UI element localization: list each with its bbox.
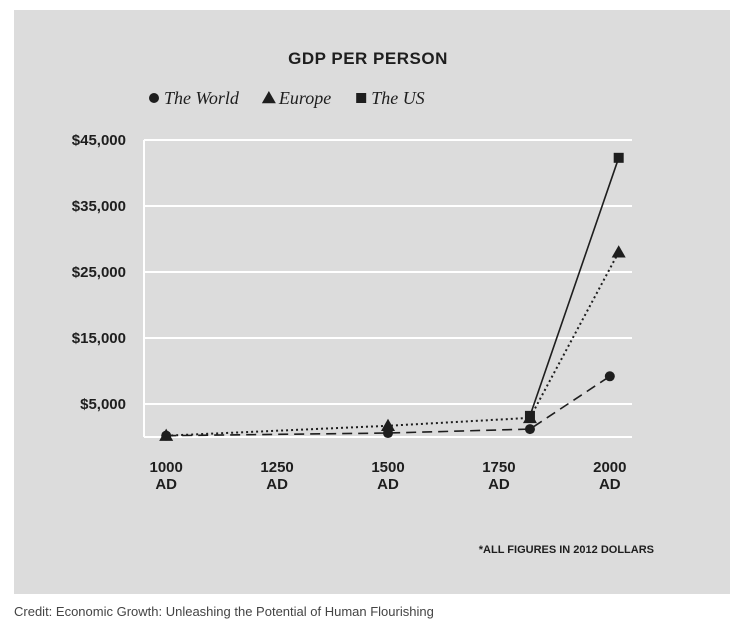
y-tick-label: $45,000 xyxy=(72,132,126,149)
series-line-the-us xyxy=(529,157,620,417)
series-group xyxy=(159,152,626,441)
data-point-europe xyxy=(381,418,395,432)
x-tick-label: 1250 xyxy=(260,459,293,476)
x-tick-label-suffix: AD xyxy=(599,476,621,493)
data-point-the-world xyxy=(524,424,535,435)
legend-label-the-us: The US xyxy=(371,88,425,108)
footnote: *ALL FIGURES IN 2012 DOLLARS xyxy=(479,544,654,556)
credit-caption: Credit: Economic Growth: Unleashing the … xyxy=(14,604,434,619)
y-tick-label: $5,000 xyxy=(80,396,126,413)
legend-label-the-world: The World xyxy=(164,88,240,108)
data-point-the-us xyxy=(613,152,624,163)
chart-title: GDP PER PERSON xyxy=(288,49,448,68)
x-tick-label-suffix: AD xyxy=(266,476,288,493)
x-tick-label: 2000 xyxy=(593,459,626,476)
data-point-europe xyxy=(159,428,174,441)
y-tick-label: $35,000 xyxy=(72,198,126,215)
series-line-the-world xyxy=(166,375,611,437)
chart-panel: GDP PER PERSON The World Europe The US $45… xyxy=(14,10,730,594)
legend-marker-the-world xyxy=(149,93,159,103)
legend-marker-the-us xyxy=(356,93,367,103)
legend-label-europe: Europe xyxy=(278,88,331,108)
x-tick-label-suffix: AD xyxy=(155,476,177,493)
gdp-chart: GDP PER PERSON The World Europe The US $45… xyxy=(72,49,654,556)
y-tick-label: $25,000 xyxy=(72,264,126,281)
series-line-europe xyxy=(166,251,620,437)
data-point-the-world xyxy=(604,371,615,382)
y-tick-label: $15,000 xyxy=(72,330,126,347)
y-axis: $45,000 $35,000 $25,000 $15,000 $5,000 xyxy=(72,132,126,413)
x-tick-label: 1750 xyxy=(482,459,515,476)
data-point-the-us xyxy=(524,410,535,421)
x-tick-label-suffix: AD xyxy=(488,476,510,493)
data-point-europe xyxy=(611,245,626,258)
x-tick-label: 1500 xyxy=(371,459,404,476)
x-tick-label: 1000 xyxy=(149,459,182,476)
legend-marker-europe xyxy=(261,91,276,104)
grid xyxy=(143,139,632,438)
x-tick-label-suffix: AD xyxy=(377,476,399,493)
legend: The World Europe The US xyxy=(149,88,425,108)
